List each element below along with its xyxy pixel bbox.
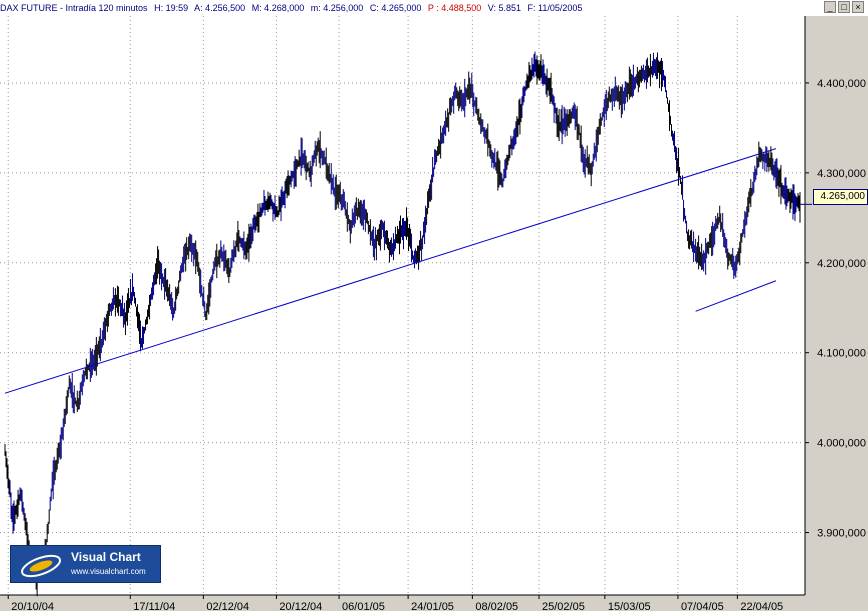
- price-series: [4, 51, 801, 597]
- x-tick-label: 17/11/04: [133, 601, 175, 611]
- x-tick-label: 06/01/05: [342, 601, 385, 611]
- min-label: m: 4.256,000: [310, 3, 364, 13]
- last-price-marker: 4.265,000: [813, 189, 868, 205]
- y-tick-label: 4.000,000: [817, 438, 866, 450]
- x-tick-label: 08/02/05: [475, 601, 518, 611]
- visual-chart-logo: Visual Chart www.visualchart.com: [10, 545, 161, 583]
- x-tick-label: 20/10/04: [11, 601, 54, 611]
- y-tick-label: 3.900,000: [817, 528, 866, 540]
- y-tick-label: 4.400,000: [817, 78, 866, 90]
- window-controls: _ □ ×: [824, 1, 864, 13]
- close-button[interactable]: ×: [852, 1, 864, 13]
- trendline: [695, 280, 777, 312]
- p-label: P : 4.488,500: [427, 3, 482, 13]
- x-tick-label: 02/12/04: [206, 601, 249, 611]
- minimize-button[interactable]: _: [824, 1, 836, 13]
- symbol-label: DAX FUTURE - Intradía 120 minutos: [0, 3, 148, 13]
- x-tick-label: 07/04/05: [681, 601, 724, 611]
- max-label: M: 4.268,000: [251, 3, 305, 13]
- ask-label: A: 4.256,500: [194, 3, 246, 13]
- date-label: F: 11/05/2005: [527, 3, 583, 13]
- volume-label: V: 5.851: [487, 3, 521, 13]
- y-tick-label: 4.300,000: [817, 168, 866, 180]
- maximize-button[interactable]: □: [838, 1, 850, 13]
- x-tick-label: 25/02/05: [542, 601, 585, 611]
- trendlines: [4, 148, 812, 394]
- x-tick-label: 24/01/05: [411, 601, 454, 611]
- close-label: C: 4.265,000: [369, 3, 422, 13]
- logo-title: Visual Chart: [71, 550, 141, 564]
- x-tick-label: 20/12/04: [279, 601, 322, 611]
- x-tick-label: 15/03/05: [608, 601, 651, 611]
- x-tick-label: 22/04/05: [740, 601, 783, 611]
- x-axis-panel: [0, 595, 868, 611]
- trendline: [4, 148, 777, 394]
- price-chart[interactable]: 4.400,000 4.300,000 4.200,000 4.100,000 4.00…: [0, 16, 868, 611]
- high-label: H: 19:59: [154, 3, 189, 13]
- y-tick-label: 4.200,000: [817, 258, 866, 270]
- y-axis-panel: [805, 16, 868, 595]
- logo-url: www.visualchart.com: [71, 567, 146, 576]
- tick-labels: 4.400,000 4.300,000 4.200,000 4.100,000 4.00…: [7, 78, 866, 611]
- chart-header: DAX FUTURE - Intradía 120 minutos H: 19:…: [0, 0, 868, 17]
- y-tick-label: 4.100,000: [817, 348, 866, 360]
- plot-area: [0, 16, 805, 595]
- logo-swoosh-icon: [21, 554, 61, 578]
